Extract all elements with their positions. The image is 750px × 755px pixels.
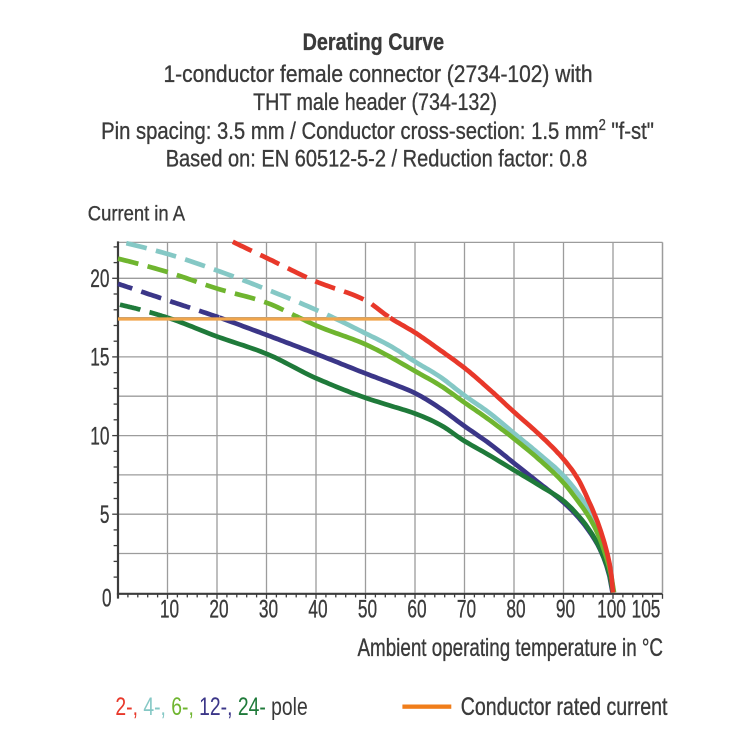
svg-text:Ambient operating temperature: Ambient operating temperature in °C [358,633,664,661]
svg-text:2-, 4-, 6-, 12-, 24- pole: 2-, 4-, 6-, 12-, 24- pole [115,693,307,721]
svg-text:40: 40 [308,595,327,623]
svg-text:Current in A: Current in A [88,202,186,226]
svg-text:90: 90 [556,595,575,623]
svg-text:10: 10 [90,422,109,450]
svg-text:20: 20 [209,595,228,623]
svg-text:Pin spacing: 3.5 mm / Conducto: Pin spacing: 3.5 mm / Conductor cross-se… [101,117,654,144]
svg-text:0: 0 [102,584,112,612]
svg-text:Conductor rated current: Conductor rated current [461,693,668,721]
svg-text:30: 30 [259,595,278,623]
svg-text:80: 80 [506,595,525,623]
svg-text:1-conductor female connector (: 1-conductor female connector (2734-102) … [163,59,592,87]
svg-text:THT male header (734-132): THT male header (734-132) [253,88,497,115]
svg-text:10: 10 [160,595,179,623]
svg-text:70: 70 [457,595,476,623]
svg-text:Derating Curve: Derating Curve [303,28,444,55]
svg-text:50: 50 [358,595,377,623]
svg-text:60: 60 [407,595,426,623]
svg-text:15: 15 [90,344,109,372]
svg-text:100: 100 [597,595,626,623]
svg-text:20: 20 [90,265,109,293]
svg-text:5: 5 [100,501,110,529]
svg-text:105: 105 [632,595,661,623]
svg-text:Based on: EN 60512-5-2 / Reduc: Based on: EN 60512-5-2 / Reduction facto… [166,144,588,171]
